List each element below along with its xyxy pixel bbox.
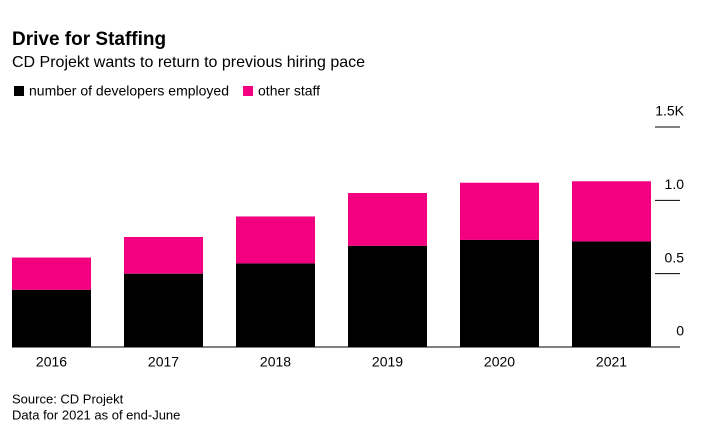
x-tick-label: 2019: [372, 354, 403, 370]
bar-segment: [348, 245, 427, 347]
y-tick-label: 1.5K: [655, 103, 684, 119]
note: Data for 2021 as of end-June: [12, 407, 180, 422]
bar-segment: [236, 216, 315, 264]
bar-segment: [124, 237, 203, 274]
bar-segment: [236, 263, 315, 347]
chart-title: Drive for Staffing: [12, 29, 166, 50]
x-tick-label: 2016: [36, 354, 67, 370]
x-tick-label: 2018: [260, 354, 291, 370]
chart-subtitle: CD Projekt wants to return to previous h…: [12, 54, 365, 71]
y-tick-label: 0.5: [665, 249, 685, 265]
source: Source: CD Projekt: [12, 391, 124, 406]
bar-segment: [572, 181, 651, 242]
bar-segment: [460, 239, 539, 347]
x-tick-label: 2020: [484, 354, 515, 370]
legend-label: number of developers employed: [29, 83, 229, 99]
legend-swatch: [14, 86, 24, 96]
bar-segment: [348, 193, 427, 246]
x-tick-label: 2021: [596, 354, 627, 370]
bar-segment: [124, 273, 203, 347]
legend-label: other staff: [258, 83, 320, 99]
y-tick-label: 1.0: [665, 176, 685, 192]
legend-swatch: [243, 86, 254, 96]
bar-segment: [12, 257, 91, 290]
bar-segment: [572, 241, 651, 347]
bar-segment: [12, 289, 91, 347]
y-tick-label: 0: [676, 323, 684, 339]
bar-segment: [460, 182, 539, 240]
x-tick-label: 2017: [148, 354, 179, 370]
